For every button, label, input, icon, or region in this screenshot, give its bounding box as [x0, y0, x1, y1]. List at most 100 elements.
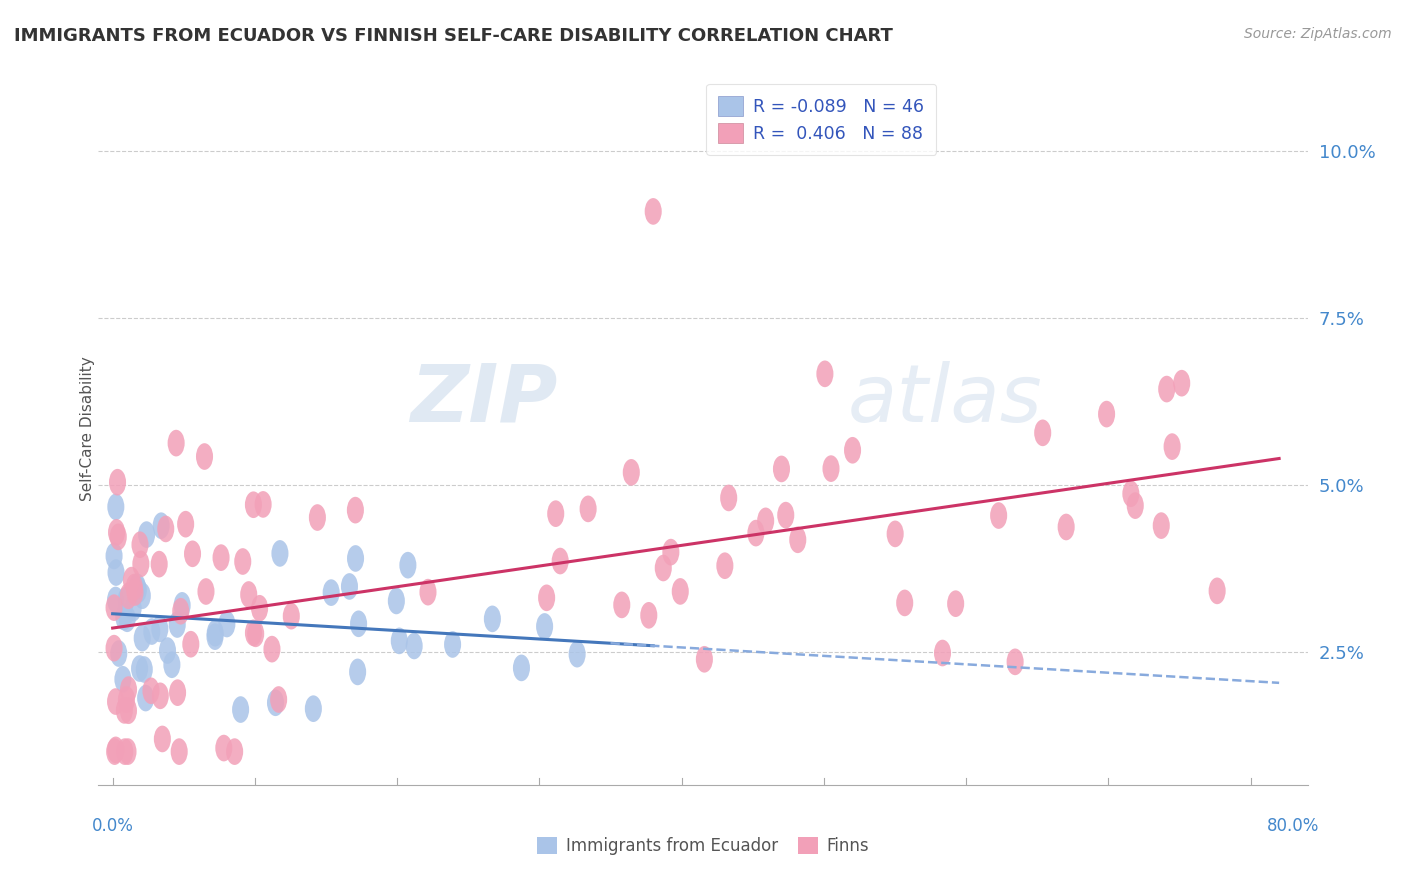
Ellipse shape — [263, 636, 280, 663]
Ellipse shape — [152, 615, 169, 642]
Ellipse shape — [169, 611, 186, 638]
Text: Source: ZipAtlas.com: Source: ZipAtlas.com — [1244, 27, 1392, 41]
Ellipse shape — [105, 635, 122, 662]
Ellipse shape — [114, 666, 131, 692]
Ellipse shape — [115, 697, 134, 723]
Ellipse shape — [267, 690, 284, 716]
Ellipse shape — [138, 685, 155, 712]
Ellipse shape — [143, 618, 160, 645]
Ellipse shape — [551, 548, 569, 574]
Ellipse shape — [1173, 370, 1191, 397]
Ellipse shape — [172, 598, 190, 624]
Ellipse shape — [655, 555, 672, 582]
Ellipse shape — [1098, 401, 1115, 427]
Ellipse shape — [134, 624, 150, 651]
Ellipse shape — [197, 578, 215, 605]
Legend: Immigrants from Ecuador, Finns: Immigrants from Ecuador, Finns — [530, 830, 876, 862]
Text: 80.0%: 80.0% — [1267, 817, 1320, 835]
Ellipse shape — [538, 584, 555, 611]
Ellipse shape — [152, 682, 169, 709]
Ellipse shape — [184, 541, 201, 567]
Ellipse shape — [1057, 514, 1074, 541]
Ellipse shape — [347, 545, 364, 572]
Ellipse shape — [169, 680, 186, 706]
Text: ZIP: ZIP — [411, 360, 558, 439]
Ellipse shape — [110, 524, 127, 550]
Ellipse shape — [125, 595, 142, 622]
Ellipse shape — [232, 697, 249, 723]
Ellipse shape — [309, 504, 326, 531]
Ellipse shape — [107, 559, 125, 586]
Ellipse shape — [235, 549, 252, 574]
Ellipse shape — [157, 516, 174, 542]
Ellipse shape — [125, 574, 143, 600]
Ellipse shape — [513, 655, 530, 681]
Ellipse shape — [347, 497, 364, 524]
Ellipse shape — [444, 632, 461, 657]
Ellipse shape — [1122, 481, 1139, 507]
Ellipse shape — [579, 496, 596, 522]
Ellipse shape — [990, 502, 1007, 529]
Ellipse shape — [252, 595, 269, 622]
Ellipse shape — [105, 739, 124, 765]
Ellipse shape — [245, 491, 262, 518]
Ellipse shape — [120, 698, 136, 724]
Text: atlas: atlas — [848, 360, 1043, 439]
Ellipse shape — [132, 550, 149, 577]
Ellipse shape — [283, 603, 299, 630]
Ellipse shape — [271, 540, 288, 566]
Ellipse shape — [419, 579, 436, 606]
Ellipse shape — [948, 591, 965, 617]
Ellipse shape — [340, 574, 359, 599]
Ellipse shape — [118, 686, 135, 713]
Ellipse shape — [107, 587, 124, 614]
Ellipse shape — [107, 737, 124, 764]
Ellipse shape — [1035, 419, 1052, 446]
Ellipse shape — [107, 493, 124, 520]
Ellipse shape — [245, 620, 262, 646]
Ellipse shape — [1209, 577, 1226, 604]
Ellipse shape — [173, 592, 191, 619]
Ellipse shape — [405, 632, 423, 659]
Ellipse shape — [247, 621, 264, 648]
Ellipse shape — [120, 582, 136, 609]
Ellipse shape — [756, 508, 775, 534]
Ellipse shape — [896, 590, 914, 616]
Ellipse shape — [131, 656, 148, 681]
Ellipse shape — [716, 552, 734, 579]
Ellipse shape — [153, 512, 170, 539]
Ellipse shape — [129, 574, 146, 600]
Ellipse shape — [773, 456, 790, 483]
Ellipse shape — [1126, 492, 1144, 519]
Ellipse shape — [212, 544, 229, 571]
Ellipse shape — [350, 610, 367, 637]
Ellipse shape — [322, 579, 340, 606]
Ellipse shape — [1159, 376, 1175, 402]
Ellipse shape — [934, 640, 950, 666]
Ellipse shape — [399, 552, 416, 579]
Text: IMMIGRANTS FROM ECUADOR VS FINNISH SELF-CARE DISABILITY CORRELATION CHART: IMMIGRANTS FROM ECUADOR VS FINNISH SELF-… — [14, 27, 893, 45]
Ellipse shape — [129, 576, 146, 603]
Ellipse shape — [645, 198, 662, 225]
Ellipse shape — [115, 604, 132, 631]
Ellipse shape — [1153, 512, 1170, 539]
Ellipse shape — [672, 578, 689, 605]
Ellipse shape — [167, 430, 184, 457]
Ellipse shape — [547, 500, 564, 527]
Ellipse shape — [110, 469, 127, 496]
Y-axis label: Self-Care Disability: Self-Care Disability — [80, 356, 94, 500]
Ellipse shape — [568, 640, 586, 667]
Ellipse shape — [105, 542, 122, 569]
Ellipse shape — [823, 455, 839, 482]
Ellipse shape — [110, 640, 128, 667]
Ellipse shape — [207, 624, 224, 650]
Ellipse shape — [118, 606, 136, 632]
Ellipse shape — [887, 521, 904, 547]
Ellipse shape — [640, 602, 658, 629]
Ellipse shape — [1007, 648, 1024, 675]
Ellipse shape — [270, 686, 287, 713]
Ellipse shape — [142, 677, 159, 704]
Ellipse shape — [118, 587, 135, 614]
Ellipse shape — [177, 511, 194, 538]
Ellipse shape — [117, 739, 134, 765]
